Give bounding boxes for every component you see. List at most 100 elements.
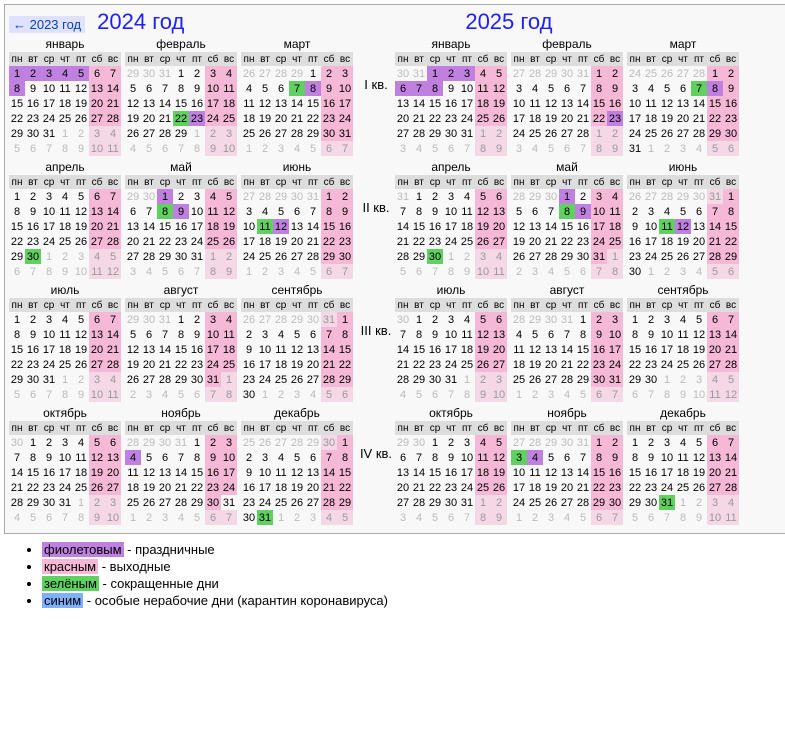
day-cell: 22 (173, 357, 189, 372)
dow-header: пт (189, 421, 205, 435)
day-cell: 29 (427, 495, 443, 510)
day-cell: 4 (241, 81, 257, 96)
day-cell: 2 (25, 312, 41, 327)
day-cell: 17 (241, 234, 257, 249)
day-cell: 29 (305, 435, 321, 450)
day-cell: 6 (289, 204, 305, 219)
day-cell: 26 (221, 234, 237, 249)
day-cell: 13 (273, 96, 289, 111)
quarter-row: июльпнвтсрчтптсбвс1234567891011121314151… (9, 283, 782, 402)
day-cell: 7 (543, 204, 559, 219)
day-cell: 12 (289, 342, 305, 357)
day-cell: 11 (241, 96, 257, 111)
dow-header: вт (25, 175, 41, 189)
day-cell: 25 (221, 357, 237, 372)
dow-header: вс (607, 421, 623, 435)
day-cell: 24 (607, 357, 623, 372)
dow-header: чт (57, 175, 73, 189)
day-cell: 10 (459, 81, 475, 96)
day-cell: 21 (289, 111, 305, 126)
day-cell: 29 (189, 495, 205, 510)
day-cell: 31 (157, 66, 173, 81)
day-cell: 16 (321, 96, 337, 111)
dow-header: пт (459, 421, 475, 435)
day-cell: 10 (41, 204, 57, 219)
day-cell: 1 (511, 510, 527, 525)
day-cell: 9 (89, 510, 105, 525)
day-cell: 8 (443, 264, 459, 279)
day-cell: 15 (627, 342, 643, 357)
day-cell: 4 (157, 387, 173, 402)
dow-header: ср (427, 52, 443, 66)
day-cell: 16 (627, 234, 643, 249)
day-cell: 14 (559, 342, 575, 357)
day-cell: 15 (173, 342, 189, 357)
day-cell: 31 (459, 126, 475, 141)
day-cell: 10 (73, 264, 89, 279)
day-cell: 5 (25, 510, 41, 525)
day-cell: 5 (125, 327, 141, 342)
dow-header: пт (575, 52, 591, 66)
dow-header: сб (205, 421, 221, 435)
dow-header: пт (73, 421, 89, 435)
day-cell: 20 (707, 342, 723, 357)
dow-header: пт (575, 298, 591, 312)
dow-header: ср (157, 298, 173, 312)
day-cell: 30 (627, 264, 643, 279)
month-table: пнвтсрчтптсбвс25262728293012345678910111… (241, 421, 353, 525)
day-cell: 15 (707, 96, 723, 111)
day-cell: 8 (337, 327, 353, 342)
legend-item: зелёным - сокращенные дни (42, 576, 781, 591)
day-cell: 1 (643, 264, 659, 279)
day-cell: 13 (141, 96, 157, 111)
day-cell: 8 (321, 204, 337, 219)
day-cell: 2 (527, 387, 543, 402)
day-cell: 14 (723, 450, 739, 465)
month-block: майпнвтсрчтптсбвс29301234567891011121314… (125, 160, 237, 279)
day-cell: 11 (205, 204, 221, 219)
day-cell: 9 (427, 327, 443, 342)
day-cell: 8 (337, 450, 353, 465)
day-cell: 17 (41, 342, 57, 357)
day-cell: 29 (411, 249, 427, 264)
dow-header: ср (273, 421, 289, 435)
day-cell: 20 (527, 234, 543, 249)
day-cell: 30 (321, 435, 337, 450)
back-link[interactable]: ← 2023 год (9, 16, 85, 33)
dow-header: чт (443, 421, 459, 435)
day-cell: 30 (643, 372, 659, 387)
day-cell: 31 (173, 435, 189, 450)
day-cell: 21 (141, 234, 157, 249)
day-cell: 9 (607, 450, 623, 465)
day-cell: 12 (491, 450, 507, 465)
day-cell: 18 (257, 234, 273, 249)
dow-header: пт (459, 52, 475, 66)
calendar-grid: январьпнвтсрчтптсбвс12345678910111213141… (9, 37, 782, 529)
day-cell: 17 (659, 465, 675, 480)
legend-word: синим (42, 593, 83, 608)
day-cell: 7 (395, 327, 411, 342)
dow-header: чт (559, 175, 575, 189)
day-cell: 24 (459, 480, 475, 495)
day-cell: 7 (57, 510, 73, 525)
dow-header: вт (411, 175, 427, 189)
day-cell: 30 (559, 66, 575, 81)
day-cell: 6 (9, 264, 25, 279)
dow-header: пн (241, 421, 257, 435)
day-cell: 23 (205, 480, 221, 495)
day-cell: 8 (427, 450, 443, 465)
month-block: январьпнвтсрчтптсбвс30311234567891011121… (395, 37, 507, 156)
day-cell: 10 (511, 465, 527, 480)
day-cell: 4 (643, 81, 659, 96)
day-cell: 1 (627, 435, 643, 450)
day-cell: 22 (9, 111, 25, 126)
dow-header: сб (475, 421, 491, 435)
month-table: пнвтсрчтптсбвс29303112345678910111213141… (125, 298, 237, 402)
day-cell: 8 (73, 510, 89, 525)
day-cell: 7 (25, 264, 41, 279)
day-cell: 20 (105, 465, 121, 480)
day-cell: 21 (543, 234, 559, 249)
day-cell: 18 (241, 111, 257, 126)
month-block: мартпнвтсрчтптсбвс2425262728123456789101… (627, 37, 739, 156)
day-cell: 8 (9, 204, 25, 219)
